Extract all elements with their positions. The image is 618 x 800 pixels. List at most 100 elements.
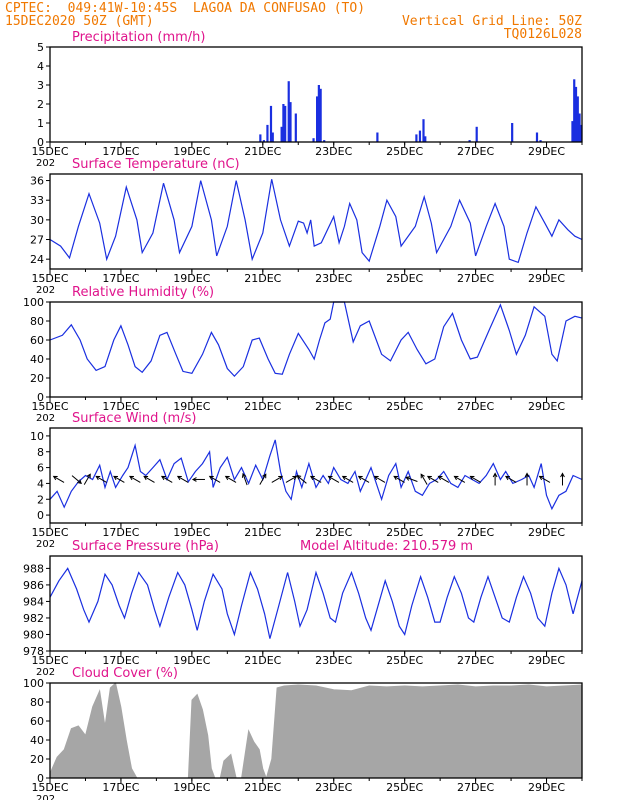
wind-line [49, 439, 583, 511]
cloud-cover-y-tick-label: 40 [30, 734, 44, 747]
precipitation-bar [294, 113, 297, 142]
pressure-y-tick-label: 988 [23, 562, 44, 575]
header-model-code: TQ0126L028 [503, 27, 582, 42]
precipitation-bar [475, 126, 478, 142]
wind-arrow-head [77, 479, 82, 484]
wind-x-tick-label: 19DEC [173, 526, 210, 539]
pressure-x-tick-label: 21DEC [244, 654, 281, 667]
precipitation-bar [578, 113, 581, 142]
wind-arrow-shaft [539, 476, 551, 483]
cloud-cover-y-tick-label: 0 [37, 772, 44, 785]
wind-arrow-shaft [438, 476, 450, 483]
wind-arrow-shaft [454, 476, 466, 483]
humidity-y-tick-label: 0 [37, 391, 44, 404]
temperature-x-tick-label: 25DEC [386, 272, 423, 285]
wind-arrow-head [469, 475, 475, 481]
pressure-x-tick-label: 15DEC [31, 654, 68, 667]
wind-arrow-head [341, 475, 347, 481]
wind-y-tick-label: 4 [37, 477, 44, 490]
cloud-cover-y-tick-label: 20 [30, 753, 44, 766]
precipitation-bar [580, 124, 583, 142]
precipitation-x-tick-label: 15DEC [31, 145, 68, 158]
pressure-x-tick-label: 23DEC [315, 654, 352, 667]
wind-arrow-head [504, 475, 510, 481]
temperature-line [49, 179, 583, 264]
temperature-y-tick-label: 33 [30, 194, 44, 207]
wind-arrow-shaft [358, 476, 370, 483]
precipitation-title: Precipitation (mm/h) [72, 30, 205, 45]
wind-arrow-head [560, 472, 565, 478]
wind-arrow-head [296, 474, 302, 480]
wind-x-tick-label: 29DEC [528, 526, 565, 539]
humidity-x-tick-label: 17DEC [102, 400, 139, 413]
precipitation-bar [319, 88, 322, 142]
wind-arrow-shaft [209, 476, 221, 483]
wind-x-tick-label: 23DEC [315, 526, 352, 539]
precipitation-bar [312, 138, 315, 142]
cloud-cover-title: Cloud Cover (%) [72, 666, 178, 681]
humidity-panel: Relative Humidity (%) 0 20 40 60 80 100 15DEC 17… [23, 285, 583, 424]
wind-arrow-shaft [342, 476, 354, 483]
wind-arrow-head [420, 473, 425, 479]
temperature-y-tick-label: 30 [30, 214, 44, 227]
wind-arrow-head [292, 475, 298, 481]
precipitation-x-tick-label: 21DEC [244, 145, 281, 158]
cloud-cover-x-tick-label: 19DEC [173, 781, 210, 794]
humidity-x-tick-label: 25DEC [386, 400, 423, 413]
pressure-x-tick-label: 17DEC [102, 654, 139, 667]
precipitation-bar [539, 140, 542, 142]
precipitation-bar [376, 132, 379, 142]
wind-arrow-shaft [71, 475, 82, 484]
wind-arrow-shaft [161, 476, 173, 483]
precipitation-bar [266, 124, 269, 142]
wind-arrow-head [373, 475, 379, 481]
wind-arrow-head [357, 475, 363, 481]
wind-x-tick-label: 17DEC [102, 526, 139, 539]
wind-arrow-head [524, 472, 530, 478]
pressure-altitude-annotation: Model Altitude: 210.579 m [300, 539, 473, 554]
wind-x-year-fragment: 202 [36, 539, 55, 550]
precipitation-bar [271, 132, 274, 142]
wind-arrow-head [426, 475, 432, 481]
wind-arrow-shaft [393, 476, 405, 483]
wind-x-tick-label: 21DEC [244, 526, 281, 539]
wind-frame [49, 427, 583, 524]
precipitation-bar [511, 123, 514, 142]
precipitation-x-tick-label: 25DEC [386, 145, 423, 158]
pressure-y-tick-label: 982 [23, 612, 44, 625]
humidity-y-tick-label: 60 [30, 334, 44, 347]
wind-arrow-head [208, 475, 214, 481]
wind-arrow-head [129, 475, 134, 481]
precipitation-bar [422, 119, 425, 142]
wind-x-tick-label: 27DEC [457, 526, 494, 539]
cloud-cover-area [49, 682, 583, 780]
cloud-cover-x-tick-label: 27DEC [457, 781, 494, 794]
wind-arrow-shaft [405, 476, 418, 482]
precipitation-x-year-fragment: 202 [36, 158, 55, 169]
precipitation-y-tick-label: 3 [37, 79, 44, 92]
cloud-cover-panel: Cloud Cover (%) 0 20 40 60 80 100 15DEC 17DEC 19D… [23, 666, 583, 800]
cloud-cover-y-tick-label: 100 [23, 677, 44, 690]
cloud-cover-x-tick-label: 23DEC [315, 781, 352, 794]
header-grid-line-note: Vertical Grid Line: 50Z [401, 14, 582, 29]
wind-arrow-head [143, 475, 149, 481]
precipitation-bar [571, 121, 574, 142]
wind-arrow-head [113, 475, 118, 481]
precipitation-x-tick-label: 29DEC [528, 145, 565, 158]
pressure-title: Surface Pressure (hPa) [72, 539, 219, 554]
pressure-x-year-fragment: 202 [36, 667, 55, 678]
humidity-title: Relative Humidity (%) [72, 285, 214, 300]
humidity-x-tick-label: 21DEC [244, 400, 281, 413]
precipitation-bar [535, 132, 539, 142]
wind-arrow-shaft [310, 476, 322, 483]
temperature-x-tick-label: 15DEC [31, 272, 68, 285]
wind-arrow-shaft [242, 473, 248, 486]
humidity-x-tick-label: 15DEC [31, 400, 68, 413]
precipitation-frame [49, 46, 583, 143]
wind-arrow-shaft [225, 476, 237, 483]
wind-arrow-shaft [328, 476, 340, 483]
cloud-cover-x-tick-label: 29DEC [528, 781, 565, 794]
temperature-x-tick-label: 17DEC [102, 272, 139, 285]
humidity-y-tick-label: 20 [30, 372, 44, 385]
humidity-x-tick-label: 27DEC [457, 400, 494, 413]
